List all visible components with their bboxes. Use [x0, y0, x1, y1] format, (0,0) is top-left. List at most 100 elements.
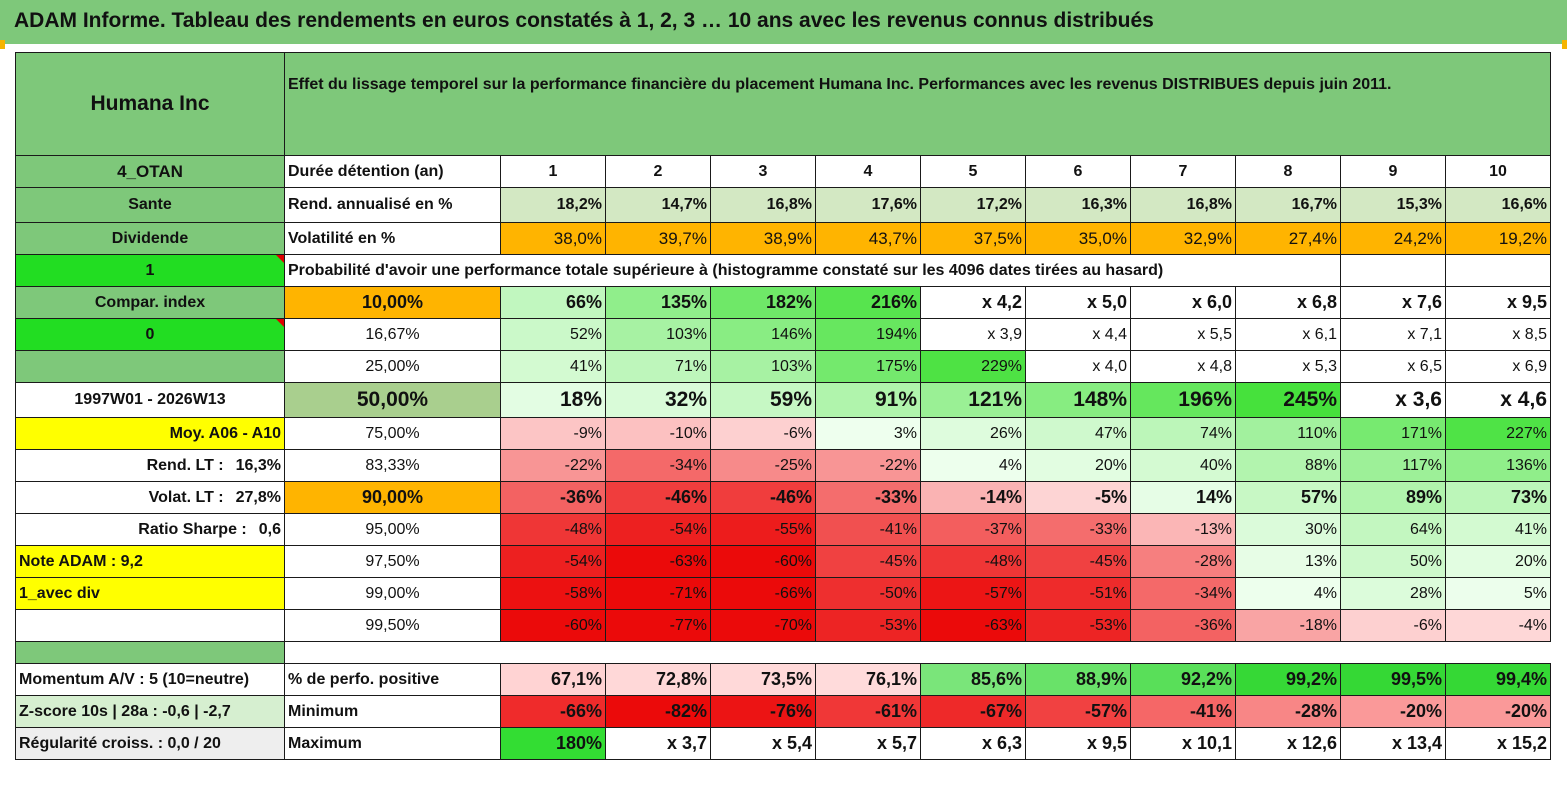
footer-metric: Maximum — [284, 727, 501, 760]
percentile-cell: 74% — [1130, 417, 1236, 450]
volat-lt-group: Volat. LT : 27,8% — [19, 489, 281, 507]
footer-cell: -66% — [500, 695, 606, 728]
percentile-cell: x 6,0 — [1130, 286, 1236, 319]
percentile-cell: 73% — [1444, 481, 1552, 514]
corner-marker — [1562, 40, 1567, 49]
percentile-row: 99,50% -60% -77% -70% -53% -63% -53% -36% -18% -6… — [15, 609, 1552, 642]
performance-table: Humana Inc Effet du lissage temporel sur… — [15, 52, 1552, 760]
footer-cell: x 9,5 — [1025, 727, 1131, 760]
percentile-label: 10,00% — [284, 286, 501, 319]
percentile-cell: -14% — [920, 481, 1026, 514]
volatility-cell: 27,4% — [1235, 222, 1341, 255]
sharpe-ratio-group: Ratio Sharpe : 0,6 — [19, 521, 281, 539]
footer-cell: -28% — [1235, 695, 1341, 728]
percentile-cell: 89% — [1340, 481, 1446, 514]
percentile-row: Note ADAM : 9,2 97,50% -54% -63% -60% -45% -48… — [15, 545, 1552, 578]
percentile-cell: x 3,9 — [920, 318, 1026, 351]
footer-metric: % de perfo. positive — [284, 663, 501, 696]
rend-lt-label: Rend. LT : — [146, 456, 224, 474]
annual-return-cell: 16,6% — [1444, 187, 1552, 223]
probability-header-row: 1 Probabilité d'avoir une performance to… — [15, 254, 1552, 287]
percentile-cell: 91% — [815, 382, 921, 418]
percentile-cell: 64% — [1340, 513, 1446, 546]
footer-row: Momentum A/V : 5 (10=neutre)% de perfo. … — [15, 663, 1552, 696]
percentile-cell: -70% — [710, 609, 816, 642]
percentile-cell: 5% — [1444, 577, 1552, 610]
category: Dividende — [15, 222, 285, 255]
performance-table-wrap: Humana Inc Effet du lissage temporel sur… — [15, 52, 1552, 760]
company-name: Humana Inc — [15, 52, 285, 156]
annual-return-cell: 14,7% — [605, 187, 711, 223]
annual-return-cell: 17,6% — [815, 187, 921, 223]
percentile-cell: -48% — [920, 545, 1026, 578]
footer-cell: 76,1% — [815, 663, 921, 696]
footer-cell: x 15,2 — [1444, 727, 1552, 760]
header-row: Humana Inc Effet du lissage temporel sur… — [15, 52, 1552, 156]
year-header: 7 — [1130, 155, 1236, 188]
year-header: 6 — [1025, 155, 1131, 188]
annual-return-cell: 16,3% — [1025, 187, 1131, 223]
footer-row: Z-score 10s | 28a : -0,6 | -2,7 Minimum -6… — [15, 695, 1552, 728]
annual-return-label: Rend. annualisé en % — [284, 187, 501, 223]
footer-cell: -20% — [1340, 695, 1446, 728]
footer-cell: x 6,3 — [920, 727, 1026, 760]
percentile-cell: 40% — [1130, 449, 1236, 482]
footer-cell: x 3,7 — [605, 727, 711, 760]
footer-cell: 99,5% — [1340, 663, 1446, 696]
percentile-cell: 196% — [1130, 382, 1236, 418]
percentile-cell: -71% — [605, 577, 711, 610]
percentile-cell: -34% — [1130, 577, 1236, 610]
percentile-cell: -50% — [815, 577, 921, 610]
percentile-cell: 146% — [710, 318, 816, 351]
rend-lt-value: 16,3% — [235, 456, 281, 474]
probability-title: Probabilité d'avoir une performance tota… — [284, 254, 1341, 287]
annual-return-cell: 18,2% — [500, 187, 606, 223]
footer-cell: -57% — [1025, 695, 1131, 728]
volatility-cell: 39,7% — [605, 222, 711, 255]
footer-cell: x 13,4 — [1340, 727, 1446, 760]
percentile-cell: -60% — [710, 545, 816, 578]
percentile-cell: 18% — [500, 382, 606, 418]
percentile-cell: 52% — [500, 318, 606, 351]
percentile-cell: -34% — [605, 449, 711, 482]
percentile-label: 95,00% — [284, 513, 501, 546]
percentile-cell: -54% — [605, 513, 711, 546]
percentile-cell: 41% — [1444, 513, 1552, 546]
percentile-cell: x 6,8 — [1235, 286, 1341, 319]
footer-cell: 99,4% — [1444, 663, 1552, 696]
annual-return-cell: 16,8% — [1130, 187, 1236, 223]
percentile-cell: -36% — [500, 481, 606, 514]
year-header: 10 — [1444, 155, 1552, 188]
percentile-cell: -22% — [815, 449, 921, 482]
year-header: 3 — [710, 155, 816, 188]
percentile-cell: 148% — [1025, 382, 1131, 418]
rend-lt: Rend. LT : 16,3% — [15, 449, 285, 482]
percentile-cell: -37% — [920, 513, 1026, 546]
footer-cell: -20% — [1444, 695, 1552, 728]
percentile-cell: -4% — [1444, 609, 1552, 642]
percentile-cell: -45% — [1025, 545, 1131, 578]
volat-lt-label: Volat. LT : — [148, 488, 224, 506]
moy-label: Moy. A06 - A10 — [15, 417, 285, 450]
percentile-cell: -66% — [710, 577, 816, 610]
spacer-row — [15, 641, 1551, 664]
volatility-cell: 24,2% — [1340, 222, 1446, 255]
percentile-cell: x 6,1 — [1235, 318, 1341, 351]
footer-cell: x 5,4 — [710, 727, 816, 760]
percentile-cell: -51% — [1025, 577, 1131, 610]
volatility-cell: 37,5% — [920, 222, 1026, 255]
percentile-row: 25,00% 41% 71% 103% 175% 229% x 4,0 x 4,8 x 5,3 x… — [15, 350, 1552, 383]
percentile-cell: x 6,9 — [1444, 350, 1552, 383]
empty-cell — [1444, 254, 1552, 287]
percentile-cell: -60% — [500, 609, 606, 642]
footer-cell: x 12,6 — [1235, 727, 1341, 760]
percentile-cell: 28% — [1340, 577, 1446, 610]
percentile-cell: -53% — [815, 609, 921, 642]
percentile-label: 90,00% — [284, 481, 501, 514]
year-header: 8 — [1235, 155, 1341, 188]
percentile-row: Ratio Sharpe :0,6 95,00% -48% -54% -55% -41% -… — [15, 513, 1552, 546]
header-description-text: Effet du lissage temporel sur la perform… — [288, 76, 1392, 93]
percentile-cell: -46% — [605, 481, 711, 514]
percentile-label: 99,50% — [284, 609, 501, 642]
percentile-cell: -13% — [1130, 513, 1236, 546]
